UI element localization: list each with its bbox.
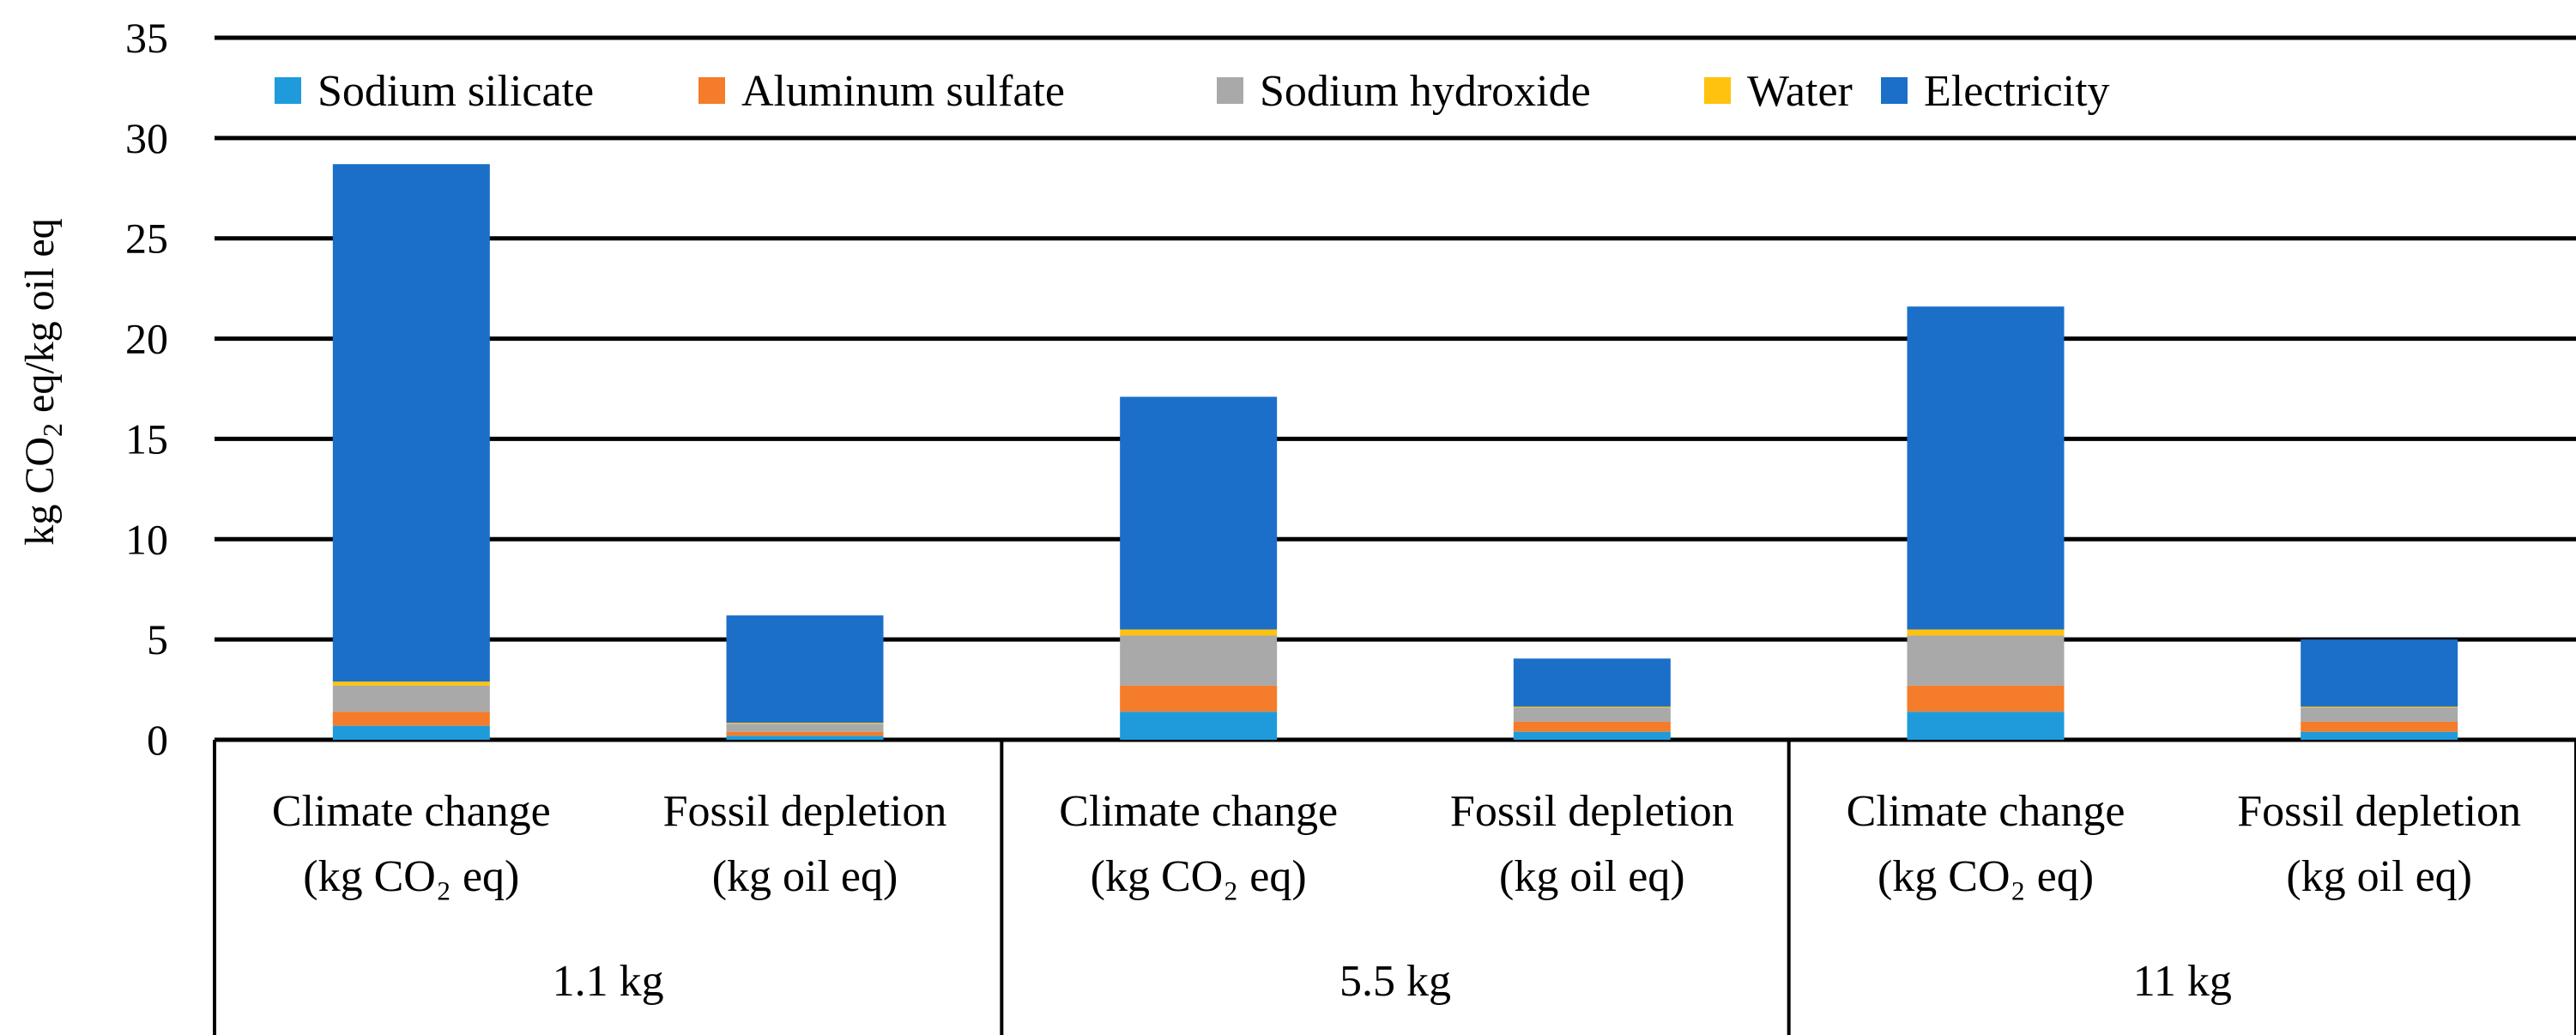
y-tick-label: 20 [125,315,168,363]
bar-segment-sodium-silicate [332,725,490,740]
y-axis-title-subscript: 2 [37,423,68,437]
gridlines [215,35,2576,742]
bar-segment-electricity [1120,396,1278,630]
bar-segment-water [2301,706,2458,708]
bar-segment-electricity [726,615,884,723]
bar-segment-sodium-hydroxide [1513,707,1671,722]
y-tick-label: 10 [125,515,168,563]
bar-segment-water [1907,629,2065,636]
bar-segment-sodium-hydroxide [726,723,884,732]
bar-segment-electricity [1513,658,1671,707]
y-axis-ticks: 0 5 10 15 20 25 30 35 [125,14,168,764]
bar-segment-sodium-hydroxide [332,685,490,712]
bar-segment-aluminum-sulfate [726,731,884,736]
bar-segment-water [332,681,490,686]
bar-segment-sodium-silicate [2301,731,2458,740]
category-label-line1: Climate change [1059,787,1338,836]
group-label: 1.1 kg [553,957,664,1006]
legend-swatch [275,77,301,104]
bar-segment-water [1513,706,1671,708]
bar-segment-aluminum-sulfate [2301,721,2458,732]
category-label-line2: (kg CO₂ eq) [303,852,519,901]
legend-swatch [1217,77,1243,104]
group-label: 5.5 kg [1339,957,1451,1006]
bar-segment-aluminum-sulfate [1513,721,1671,732]
y-axis-title-part1: kg CO [17,437,63,546]
y-axis-title-part2: eq/kg oil eq [17,218,63,423]
category-label-line2: (kg CO₂ eq) [1878,852,2094,901]
bar-segment-sodium-silicate [1513,731,1671,740]
category-label-line1: Fossil depletion [2237,787,2521,836]
y-tick-label: 30 [125,114,168,162]
category-label-line1: Fossil depletion [663,787,947,836]
y-axis-title: kg CO2 eq/kg oil eq [17,218,68,545]
bar-segment-aluminum-sulfate [1907,685,2065,712]
y-tick-label: 15 [125,415,168,463]
bar-segment-water [1120,629,1278,636]
bar-segment-sodium-hydroxide [1120,635,1278,686]
category-label-line1: Climate change [272,787,551,836]
legend: Sodium silicate Aluminum sulfate Sodium hy… [275,67,2110,116]
bar-segment-electricity [1907,306,2065,630]
bar-segment-sodium-hydroxide [2301,707,2458,722]
legend-label: Sodium hydroxide [1260,67,1591,116]
legend-swatch [1881,77,1908,104]
category-label-line2: (kg oil eq) [712,852,898,901]
y-tick-label: 35 [125,14,168,62]
x-axis: 1.1 kg 5.5 kg 11 kg Climate change (kg CO₂ e… [213,740,2576,1035]
bars [332,164,2458,740]
bar-segment-sodium-hydroxide [1907,635,2065,686]
category-label-line1: Climate change [1847,787,2126,836]
legend-label: Aluminum sulfate [741,67,1065,116]
category-label-line2: (kg oil eq) [1499,852,1685,901]
legend-swatch [698,77,725,104]
y-tick-label: 5 [147,615,168,663]
legend-label: Sodium silicate [317,67,594,116]
category-label-line2: (kg CO₂ eq) [1091,852,1307,901]
y-tick-label: 25 [125,215,168,263]
category-label-line1: Fossil depletion [1450,787,1734,836]
group-label: 11 kg [2133,957,2232,1006]
bar-segment-sodium-silicate [726,735,884,740]
legend-label: Electricity [1924,67,2110,116]
legend-label: Water [1747,67,1853,116]
bar-segment-sodium-silicate [1907,711,2065,740]
bar-segment-aluminum-sulfate [1120,685,1278,712]
bar-segment-electricity [2301,639,2458,707]
bar-segment-aluminum-sulfate [332,711,490,726]
legend-swatch [1704,77,1731,104]
y-tick-label: 0 [147,716,168,764]
bar-segment-electricity [332,164,490,682]
category-label-line2: (kg oil eq) [2286,852,2472,901]
bar-segment-sodium-silicate [1120,711,1278,740]
